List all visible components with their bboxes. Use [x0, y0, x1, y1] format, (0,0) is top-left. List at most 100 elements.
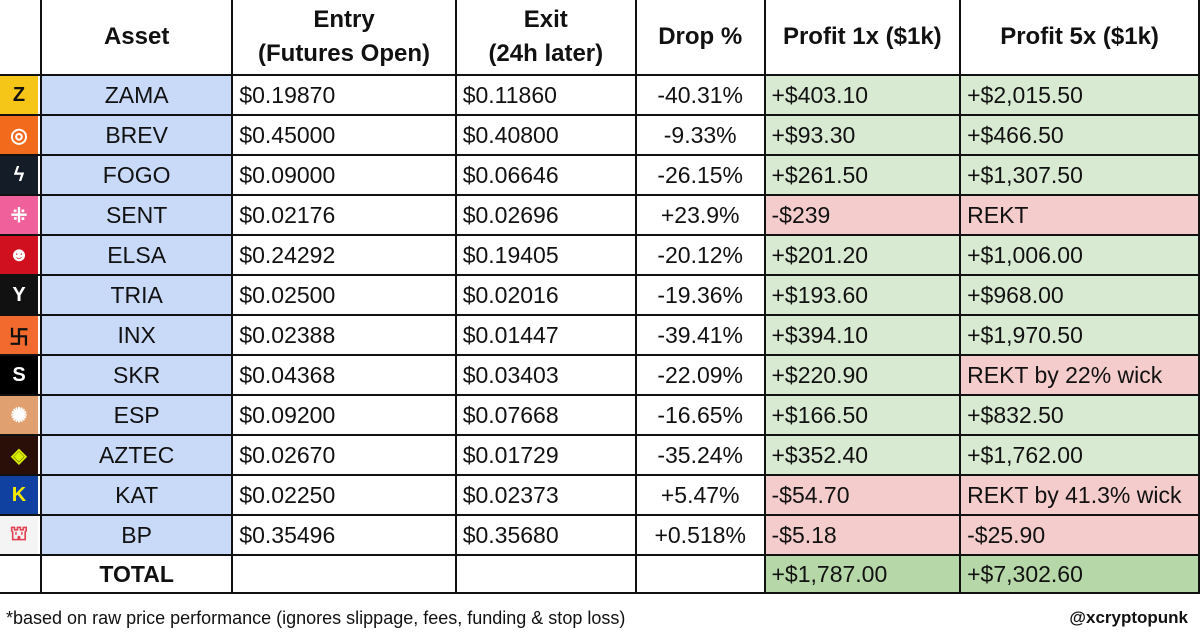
exit-cell: $0.19405: [454, 234, 637, 276]
zama-logo-icon: Z: [0, 77, 38, 113]
profit-5x-cell: -$25.90: [959, 514, 1200, 556]
skr-logo-icon: S: [0, 357, 38, 393]
profit-1x-cell: +$352.40: [763, 434, 962, 476]
total-drop: [634, 554, 766, 594]
drop-cell: +5.47%: [634, 474, 766, 516]
drop-cell: -26.15%: [634, 154, 766, 196]
exit-cell: $0.02373: [454, 474, 637, 516]
exit-cell: $0.02696: [454, 194, 637, 236]
tria-logo-icon: Y: [0, 277, 38, 313]
asset-cell: AZTEC: [39, 434, 234, 476]
profit-5x-cell: REKT by 41.3% wick: [959, 474, 1200, 516]
header-row: Asset Entry (Futures Open) Exit (24h lat…: [0, 0, 1200, 76]
exit-cell: $0.35680: [454, 514, 637, 556]
table-row: ⛫ BP $0.35496 $0.35680 +0.518% -$5.18 -$…: [0, 514, 1200, 556]
table-row: Z ZAMA $0.19870 $0.11860 -40.31% +$403.1…: [0, 74, 1200, 116]
kat-logo-icon: K: [0, 477, 38, 513]
profit-1x-cell: +$220.90: [763, 354, 962, 396]
asset-header: Asset: [39, 0, 234, 76]
icon-cell: ✺: [0, 394, 42, 436]
profit-1x-header: Profit 1x ($1k): [763, 0, 962, 76]
entry-cell: $0.09200: [231, 394, 457, 436]
icon-cell: 卐: [0, 314, 42, 356]
asset-cell: FOGO: [39, 154, 234, 196]
entry-cell: $0.02500: [231, 274, 457, 316]
exit-cell: $0.01447: [454, 314, 637, 356]
exit-cell: $0.01729: [454, 434, 637, 476]
exit-cell: $0.02016: [454, 274, 637, 316]
icon-header: [0, 0, 42, 76]
asset-cell: BREV: [39, 114, 234, 156]
icon-cell: ϟ: [0, 154, 42, 196]
entry-cell: $0.02670: [231, 434, 457, 476]
entry-header: Entry (Futures Open): [231, 0, 457, 76]
aztec-logo-icon: ◈: [0, 437, 38, 473]
inx-logo-icon: 卐: [0, 317, 38, 353]
icon-cell: ⁜: [0, 194, 42, 236]
profit-1x-cell: +$394.10: [763, 314, 962, 356]
entry-cell: $0.35496: [231, 514, 457, 556]
total-entry: [231, 554, 457, 594]
profit-1x-cell: -$54.70: [763, 474, 962, 516]
profit-5x-cell: REKT: [959, 194, 1200, 236]
total-exit: [454, 554, 637, 594]
profit-1x-cell: +$166.50: [763, 394, 962, 436]
total-profit-1x: +$1,787.00: [763, 554, 962, 594]
profit-5x-header: Profit 5x ($1k): [959, 0, 1200, 76]
exit-cell: $0.06646: [454, 154, 637, 196]
bp-logo-icon: ⛫: [0, 517, 38, 553]
profit-5x-cell: +$466.50: [959, 114, 1200, 156]
drop-header: Drop %: [634, 0, 766, 76]
profit-1x-cell: +$193.60: [763, 274, 962, 316]
asset-cell: KAT: [39, 474, 234, 516]
table-row: 卐 INX $0.02388 $0.01447 -39.41% +$394.10…: [0, 314, 1200, 356]
drop-cell: -22.09%: [634, 354, 766, 396]
profit-5x-cell: +$2,015.50: [959, 74, 1200, 116]
table-row: ◈ AZTEC $0.02670 $0.01729 -35.24% +$352.…: [0, 434, 1200, 476]
drop-cell: -35.24%: [634, 434, 766, 476]
icon-cell: K: [0, 474, 42, 516]
table-row: S SKR $0.04368 $0.03403 -22.09% +$220.90…: [0, 354, 1200, 396]
exit-cell: $0.03403: [454, 354, 637, 396]
elsa-logo-icon: ☻: [0, 237, 38, 273]
table-row: ϟ FOGO $0.09000 $0.06646 -26.15% +$261.5…: [0, 154, 1200, 196]
table-row: Y TRIA $0.02500 $0.02016 -19.36% +$193.6…: [0, 274, 1200, 316]
asset-cell: INX: [39, 314, 234, 356]
entry-cell: $0.02176: [231, 194, 457, 236]
profit-table: Asset Entry (Futures Open) Exit (24h lat…: [0, 0, 1200, 594]
table-row: ✺ ESP $0.09200 $0.07668 -16.65% +$166.50…: [0, 394, 1200, 436]
table-row: ◎ BREV $0.45000 $0.40800 -9.33% +$93.30 …: [0, 114, 1200, 156]
drop-cell: -9.33%: [634, 114, 766, 156]
icon-cell: S: [0, 354, 42, 396]
entry-cell: $0.04368: [231, 354, 457, 396]
profit-1x-cell: +$403.10: [763, 74, 962, 116]
exit-cell: $0.11860: [454, 74, 637, 116]
drop-cell: +23.9%: [634, 194, 766, 236]
drop-cell: +0.518%: [634, 514, 766, 556]
esp-logo-icon: ✺: [0, 397, 38, 433]
icon-cell: ◈: [0, 434, 42, 476]
exit-header: Exit (24h later): [454, 0, 637, 76]
table-row: ⁜ SENT $0.02176 $0.02696 +23.9% -$239 RE…: [0, 194, 1200, 236]
profit-5x-cell: +$1,970.50: [959, 314, 1200, 356]
entry-cell: $0.45000: [231, 114, 457, 156]
profit-1x-cell: +$93.30: [763, 114, 962, 156]
fogo-logo-icon: ϟ: [0, 157, 38, 193]
profit-5x-cell: +$968.00: [959, 274, 1200, 316]
profit-5x-cell: +$1,762.00: [959, 434, 1200, 476]
entry-cell: $0.09000: [231, 154, 457, 196]
table-row: K KAT $0.02250 $0.02373 +5.47% -$54.70 R…: [0, 474, 1200, 516]
drop-cell: -19.36%: [634, 274, 766, 316]
sent-logo-icon: ⁜: [0, 197, 38, 233]
table-row: ☻ ELSA $0.24292 $0.19405 -20.12% +$201.2…: [0, 234, 1200, 276]
exit-cell: $0.40800: [454, 114, 637, 156]
total-icon-cell: [0, 554, 42, 594]
drop-cell: -20.12%: [634, 234, 766, 276]
asset-cell: TRIA: [39, 274, 234, 316]
drop-cell: -39.41%: [634, 314, 766, 356]
footnote: *based on raw price performance (ignores…: [6, 608, 626, 628]
profit-5x-cell: +$832.50: [959, 394, 1200, 436]
icon-cell: ☻: [0, 234, 42, 276]
author-handle: @xcryptopunk: [1069, 608, 1188, 627]
profit-1x-cell: +$261.50: [763, 154, 962, 196]
